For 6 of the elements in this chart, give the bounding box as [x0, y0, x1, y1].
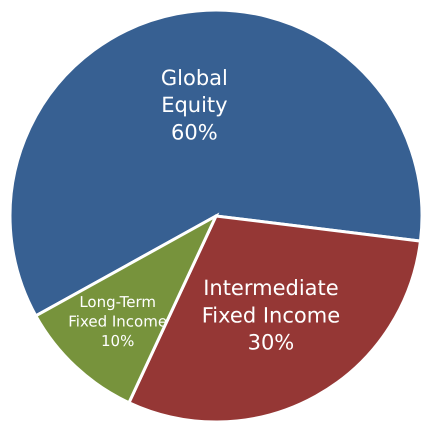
data-label: 30%: [248, 330, 294, 355]
slice-label: Global Equity: [160, 66, 228, 118]
slice-label: Long-Term Fixed Income: [68, 293, 168, 331]
data-label: 60%: [171, 120, 218, 144]
data-label: 10%: [100, 332, 134, 350]
slice-label: Intermediate Fixed Income: [202, 276, 340, 328]
